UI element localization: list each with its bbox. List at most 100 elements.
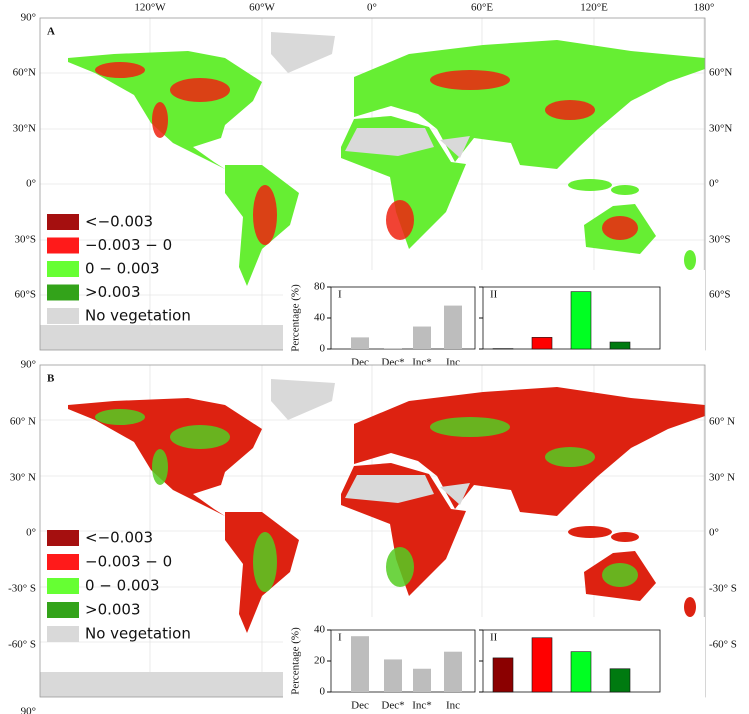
y-tick-label: 40 [314, 624, 326, 636]
inset-bg [283, 270, 705, 378]
legend-swatch [47, 261, 79, 277]
legend-swatch [47, 626, 79, 642]
subpanel-label: II [490, 632, 498, 644]
x-tick-label: Dec* [381, 357, 404, 369]
bar [570, 651, 592, 693]
change-patch [152, 102, 168, 138]
lat-label: 0° [709, 527, 719, 539]
change-patch [170, 78, 230, 102]
lat-label: -30° S [8, 583, 36, 595]
x-tick-label: Dec [351, 700, 369, 712]
legend-label: −0.003 − 0 [85, 236, 172, 254]
y-tick-label: 0 [320, 343, 326, 355]
lat-label: 30°S [14, 234, 36, 246]
x-tick-label: Inc* [412, 357, 432, 369]
bar [570, 291, 592, 350]
y-tick-label: 20 [314, 655, 326, 667]
change-patch [602, 563, 638, 587]
arabia [440, 136, 470, 158]
bar [444, 651, 462, 692]
change-patch [430, 417, 510, 437]
x-tick-label: Inc [446, 700, 460, 712]
legend-swatch [47, 530, 79, 546]
subpanel-label: II [490, 289, 498, 301]
subpanel-label: I [338, 289, 342, 301]
change-patch [545, 447, 595, 467]
subpanel-label: I [338, 632, 342, 644]
lat-label: 0° [709, 178, 719, 190]
lat-label: -30° S [709, 583, 737, 595]
legend-label: <−0.003 [85, 213, 153, 231]
lat-label: 0° [26, 527, 36, 539]
greenland [271, 379, 335, 420]
lon-label: 60°W [249, 2, 275, 14]
y-tick-label: 80 [314, 281, 326, 293]
legend-swatch [47, 214, 79, 230]
lat-label: 30°N [13, 123, 36, 135]
legend-swatch [47, 554, 79, 570]
bar [384, 659, 402, 692]
lat-label: 60° N [10, 416, 36, 428]
legend-label: <−0.003 [85, 529, 153, 547]
legend-label: >0.003 [85, 283, 141, 301]
legend-swatch [47, 578, 79, 594]
change-patch [386, 200, 414, 240]
x-tick-label: Inc* [412, 700, 432, 712]
bar [413, 326, 431, 349]
lat-label: 60° N [709, 416, 735, 428]
x-tick-label: Dec* [381, 700, 404, 712]
legend-swatch [47, 284, 79, 301]
legend-swatch [47, 237, 79, 254]
greenland [271, 32, 335, 73]
lat-label: 30° N [10, 472, 36, 484]
lat-label: 30° N [709, 472, 735, 484]
panel-label: A [47, 26, 55, 38]
change-patch [602, 216, 638, 240]
land [68, 387, 705, 633]
change-patch [95, 409, 145, 425]
legend-label: >0.003 [85, 601, 141, 619]
bar [384, 348, 402, 349]
lat-label: 90° [21, 359, 36, 371]
lat-label: 0° [26, 178, 36, 190]
lat-label: 30°N [709, 123, 732, 135]
inset-ylabel: Percentage (%) [290, 284, 302, 352]
lat-label: 60°N [13, 67, 36, 79]
change-patch [170, 425, 230, 449]
change-patch [545, 100, 595, 120]
lat-label: 30°S [709, 234, 731, 246]
legend-label: 0 − 0.003 [85, 577, 160, 595]
lat-label: 90° [21, 706, 36, 714]
arabia [440, 483, 470, 505]
lat-label: 60°N [709, 67, 732, 79]
change-patch [253, 185, 277, 245]
legend-label: No vegetation [85, 307, 191, 325]
change-patch [386, 547, 414, 587]
legend-swatch [47, 602, 79, 618]
lon-label: 0° [367, 2, 377, 14]
inset-ylabel: Percentage (%) [290, 627, 302, 695]
x-tick-label: Dec [351, 357, 369, 369]
lat-label: -60° S [709, 639, 737, 651]
bar [444, 305, 462, 349]
bar [492, 657, 514, 693]
y-tick-label: 40 [314, 312, 326, 324]
lon-label: 120°E [580, 2, 608, 14]
x-tick-label: Inc [446, 357, 460, 369]
lat-label: 90° [21, 12, 36, 24]
bar [413, 668, 431, 692]
bar [351, 636, 369, 692]
sahara [345, 128, 434, 156]
bar [531, 637, 553, 693]
legend-label: No vegetation [85, 625, 191, 643]
lat-label: 60°S [14, 289, 36, 301]
panel-label: B [47, 373, 55, 385]
bar [609, 341, 631, 350]
lon-label: 60°E [471, 2, 493, 14]
change-patch [152, 449, 168, 485]
change-patch [430, 70, 510, 90]
legend-label: −0.003 − 0 [85, 553, 172, 571]
change-patch [253, 532, 277, 592]
bar [531, 337, 553, 350]
